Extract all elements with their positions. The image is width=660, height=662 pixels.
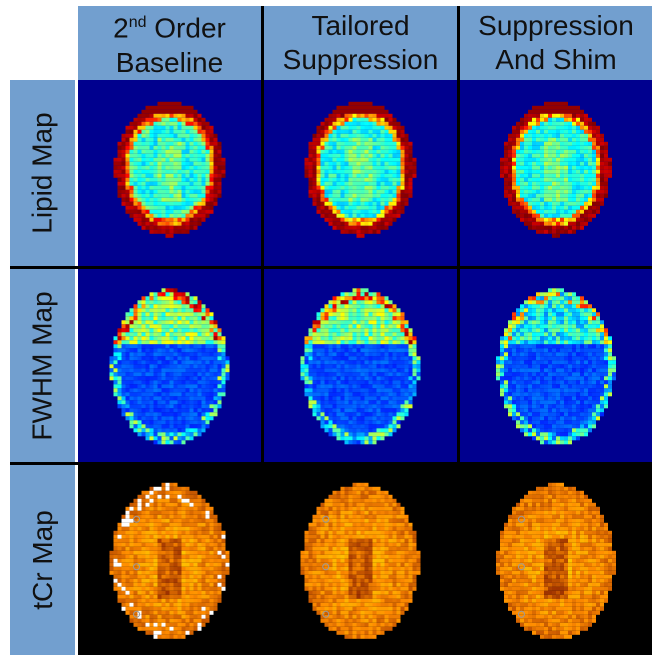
row-header-tcr: tCr Map [10, 465, 75, 655]
fwhm-map-shim [460, 269, 652, 462]
grid-divider [10, 266, 652, 269]
lipid-map-tailored [264, 80, 457, 266]
lipid-map-shim [460, 80, 652, 266]
map-image [460, 465, 652, 655]
grid-divider [457, 6, 460, 655]
row-label: FWHM Map [26, 290, 58, 441]
lipid-map-baseline [78, 80, 261, 266]
column-title-line2: Baseline [115, 46, 224, 78]
tcr-map-shim [460, 465, 652, 655]
row-label: Lipid Map [26, 112, 58, 234]
column-header-tailored: Tailored Suppression [264, 6, 460, 80]
fwhm-map-tailored [264, 269, 457, 462]
map-image [460, 269, 652, 462]
column-title-line1: Suppression [478, 10, 634, 41]
map-image [264, 269, 457, 462]
map-image [460, 80, 652, 266]
map-image [78, 80, 261, 266]
column-title-rest: Order [146, 12, 226, 44]
grid-divider [261, 6, 264, 655]
column-header-baseline: 2nd Order Baseline [78, 6, 264, 80]
column-title-superscript: nd [128, 14, 147, 32]
column-title-line2: And Shim [495, 44, 617, 75]
column-title-main: 2 [113, 12, 129, 44]
map-image [264, 465, 457, 655]
map-image [78, 269, 261, 462]
map-image [78, 465, 261, 655]
tcr-map-tailored [264, 465, 457, 655]
column-title-line1: Tailored [311, 10, 410, 41]
map-image [264, 80, 457, 266]
row-header-lipid: Lipid Map [10, 80, 75, 269]
tcr-map-baseline [78, 465, 261, 655]
row-header-fwhm: FWHM Map [10, 269, 75, 465]
row-label: tCr Map [26, 510, 58, 610]
grid-divider [10, 462, 652, 465]
column-title-line2: Suppression [282, 44, 439, 75]
column-header-shim: Suppression And Shim [460, 6, 652, 80]
fwhm-map-baseline [78, 269, 261, 462]
